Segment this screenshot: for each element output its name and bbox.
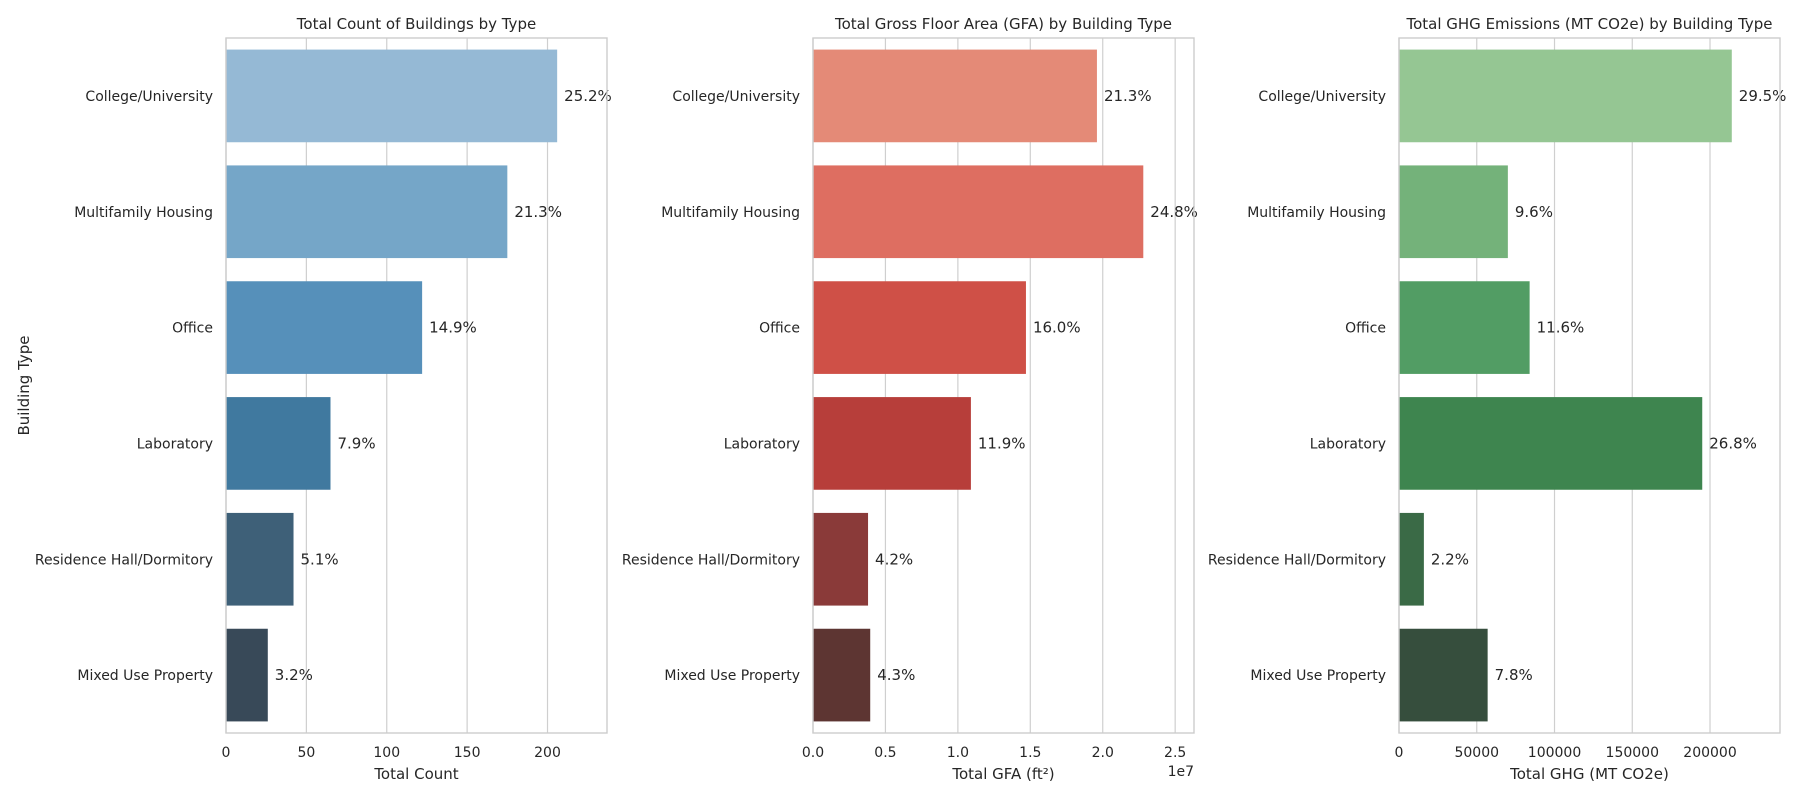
category-tick-label: Mixed Use Property xyxy=(664,668,800,684)
data-label: 11.6% xyxy=(1537,319,1585,337)
x-axis-label: Total Count xyxy=(373,765,458,783)
bar xyxy=(1399,49,1732,143)
x-tick-label: 2.5 xyxy=(1164,745,1186,761)
chart-title: Total Gross Floor Area (GFA) by Building… xyxy=(834,15,1172,33)
data-label: 4.2% xyxy=(875,550,913,568)
x-tick-label: 0.5 xyxy=(874,745,896,761)
bar xyxy=(1399,628,1488,722)
bar xyxy=(813,628,871,722)
bar xyxy=(1399,512,1424,606)
category-tick-label: Laboratory xyxy=(137,436,213,452)
category-tick-label: Mixed Use Property xyxy=(77,668,213,684)
data-label: 9.6% xyxy=(1515,203,1553,221)
x-tick-label: 0.0 xyxy=(802,745,824,761)
data-label: 25.2% xyxy=(564,87,612,105)
x-tick-label: 200 xyxy=(534,745,561,761)
category-tick-label: Office xyxy=(172,321,213,337)
data-label: 29.5% xyxy=(1739,87,1787,105)
x-tick-label: 50000 xyxy=(1454,745,1499,761)
category-tick-label: College/University xyxy=(1258,89,1386,105)
x-tick-label: 1.0 xyxy=(947,745,969,761)
data-label: 26.8% xyxy=(1709,434,1757,452)
bar xyxy=(226,628,268,722)
bar xyxy=(813,512,869,606)
x-tick-label: 150 xyxy=(454,745,481,761)
data-label: 7.9% xyxy=(337,434,375,452)
category-tick-label: Office xyxy=(1345,321,1386,337)
x-tick-label: 0 xyxy=(222,745,231,761)
category-tick-label: Laboratory xyxy=(1310,436,1386,452)
category-tick-label: Residence Hall/Dormitory xyxy=(35,552,213,568)
bar xyxy=(813,49,1097,143)
data-label: 3.2% xyxy=(275,666,313,684)
x-axis-label: Total GFA (ft²) xyxy=(951,765,1054,783)
data-label: 4.3% xyxy=(877,666,915,684)
data-label: 11.9% xyxy=(978,434,1026,452)
chart-title: Total Count of Buildings by Type xyxy=(296,15,536,33)
category-tick-label: Multifamily Housing xyxy=(74,205,213,221)
bar xyxy=(1399,397,1703,490)
bar xyxy=(1399,165,1508,259)
axes-frame xyxy=(1398,37,1781,734)
category-tick-label: Residence Hall/Dormitory xyxy=(1208,552,1386,568)
x-tick-label: 1.5 xyxy=(1019,745,1041,761)
axis-offset-text: 1e7 xyxy=(1168,764,1194,780)
y-axis-label: Building Type xyxy=(15,335,33,435)
x-axis-label: Total GHG (MT CO2e) xyxy=(1509,765,1669,783)
category-tick-label: Multifamily Housing xyxy=(661,205,800,221)
bar xyxy=(226,281,423,374)
x-tick-label: 2.0 xyxy=(1092,745,1114,761)
x-tick-label: 200000 xyxy=(1683,745,1736,761)
bar xyxy=(813,165,1144,259)
chart-title: Total GHG Emissions (MT CO2e) by Buildin… xyxy=(1405,15,1772,33)
data-label: 14.9% xyxy=(429,319,477,337)
x-tick-label: 150000 xyxy=(1606,745,1659,761)
category-tick-label: Laboratory xyxy=(724,436,800,452)
category-tick-label: College/University xyxy=(672,89,800,105)
axes-frame xyxy=(812,37,1195,734)
category-tick-label: Residence Hall/Dormitory xyxy=(622,552,800,568)
data-label: 7.8% xyxy=(1495,666,1533,684)
bar xyxy=(813,397,971,490)
bar xyxy=(226,165,508,259)
axes-frame xyxy=(225,37,608,734)
category-tick-label: College/University xyxy=(85,89,213,105)
x-tick-label: 50 xyxy=(297,745,315,761)
bar xyxy=(226,49,558,143)
bar xyxy=(226,397,331,490)
data-label: 2.2% xyxy=(1431,550,1469,568)
x-tick-label: 0 xyxy=(1395,745,1404,761)
bar xyxy=(1399,281,1530,374)
bar xyxy=(813,281,1026,374)
category-tick-label: Multifamily Housing xyxy=(1247,205,1386,221)
data-label: 21.3% xyxy=(514,203,562,221)
x-tick-label: 100000 xyxy=(1528,745,1581,761)
category-tick-label: Mixed Use Property xyxy=(1250,668,1386,684)
data-label: 5.1% xyxy=(301,550,339,568)
data-label: 21.3% xyxy=(1104,87,1152,105)
bar xyxy=(226,512,294,606)
data-label: 16.0% xyxy=(1033,319,1081,337)
x-tick-label: 100 xyxy=(373,745,400,761)
data-label: 24.8% xyxy=(1150,203,1198,221)
category-tick-label: Office xyxy=(759,321,800,337)
